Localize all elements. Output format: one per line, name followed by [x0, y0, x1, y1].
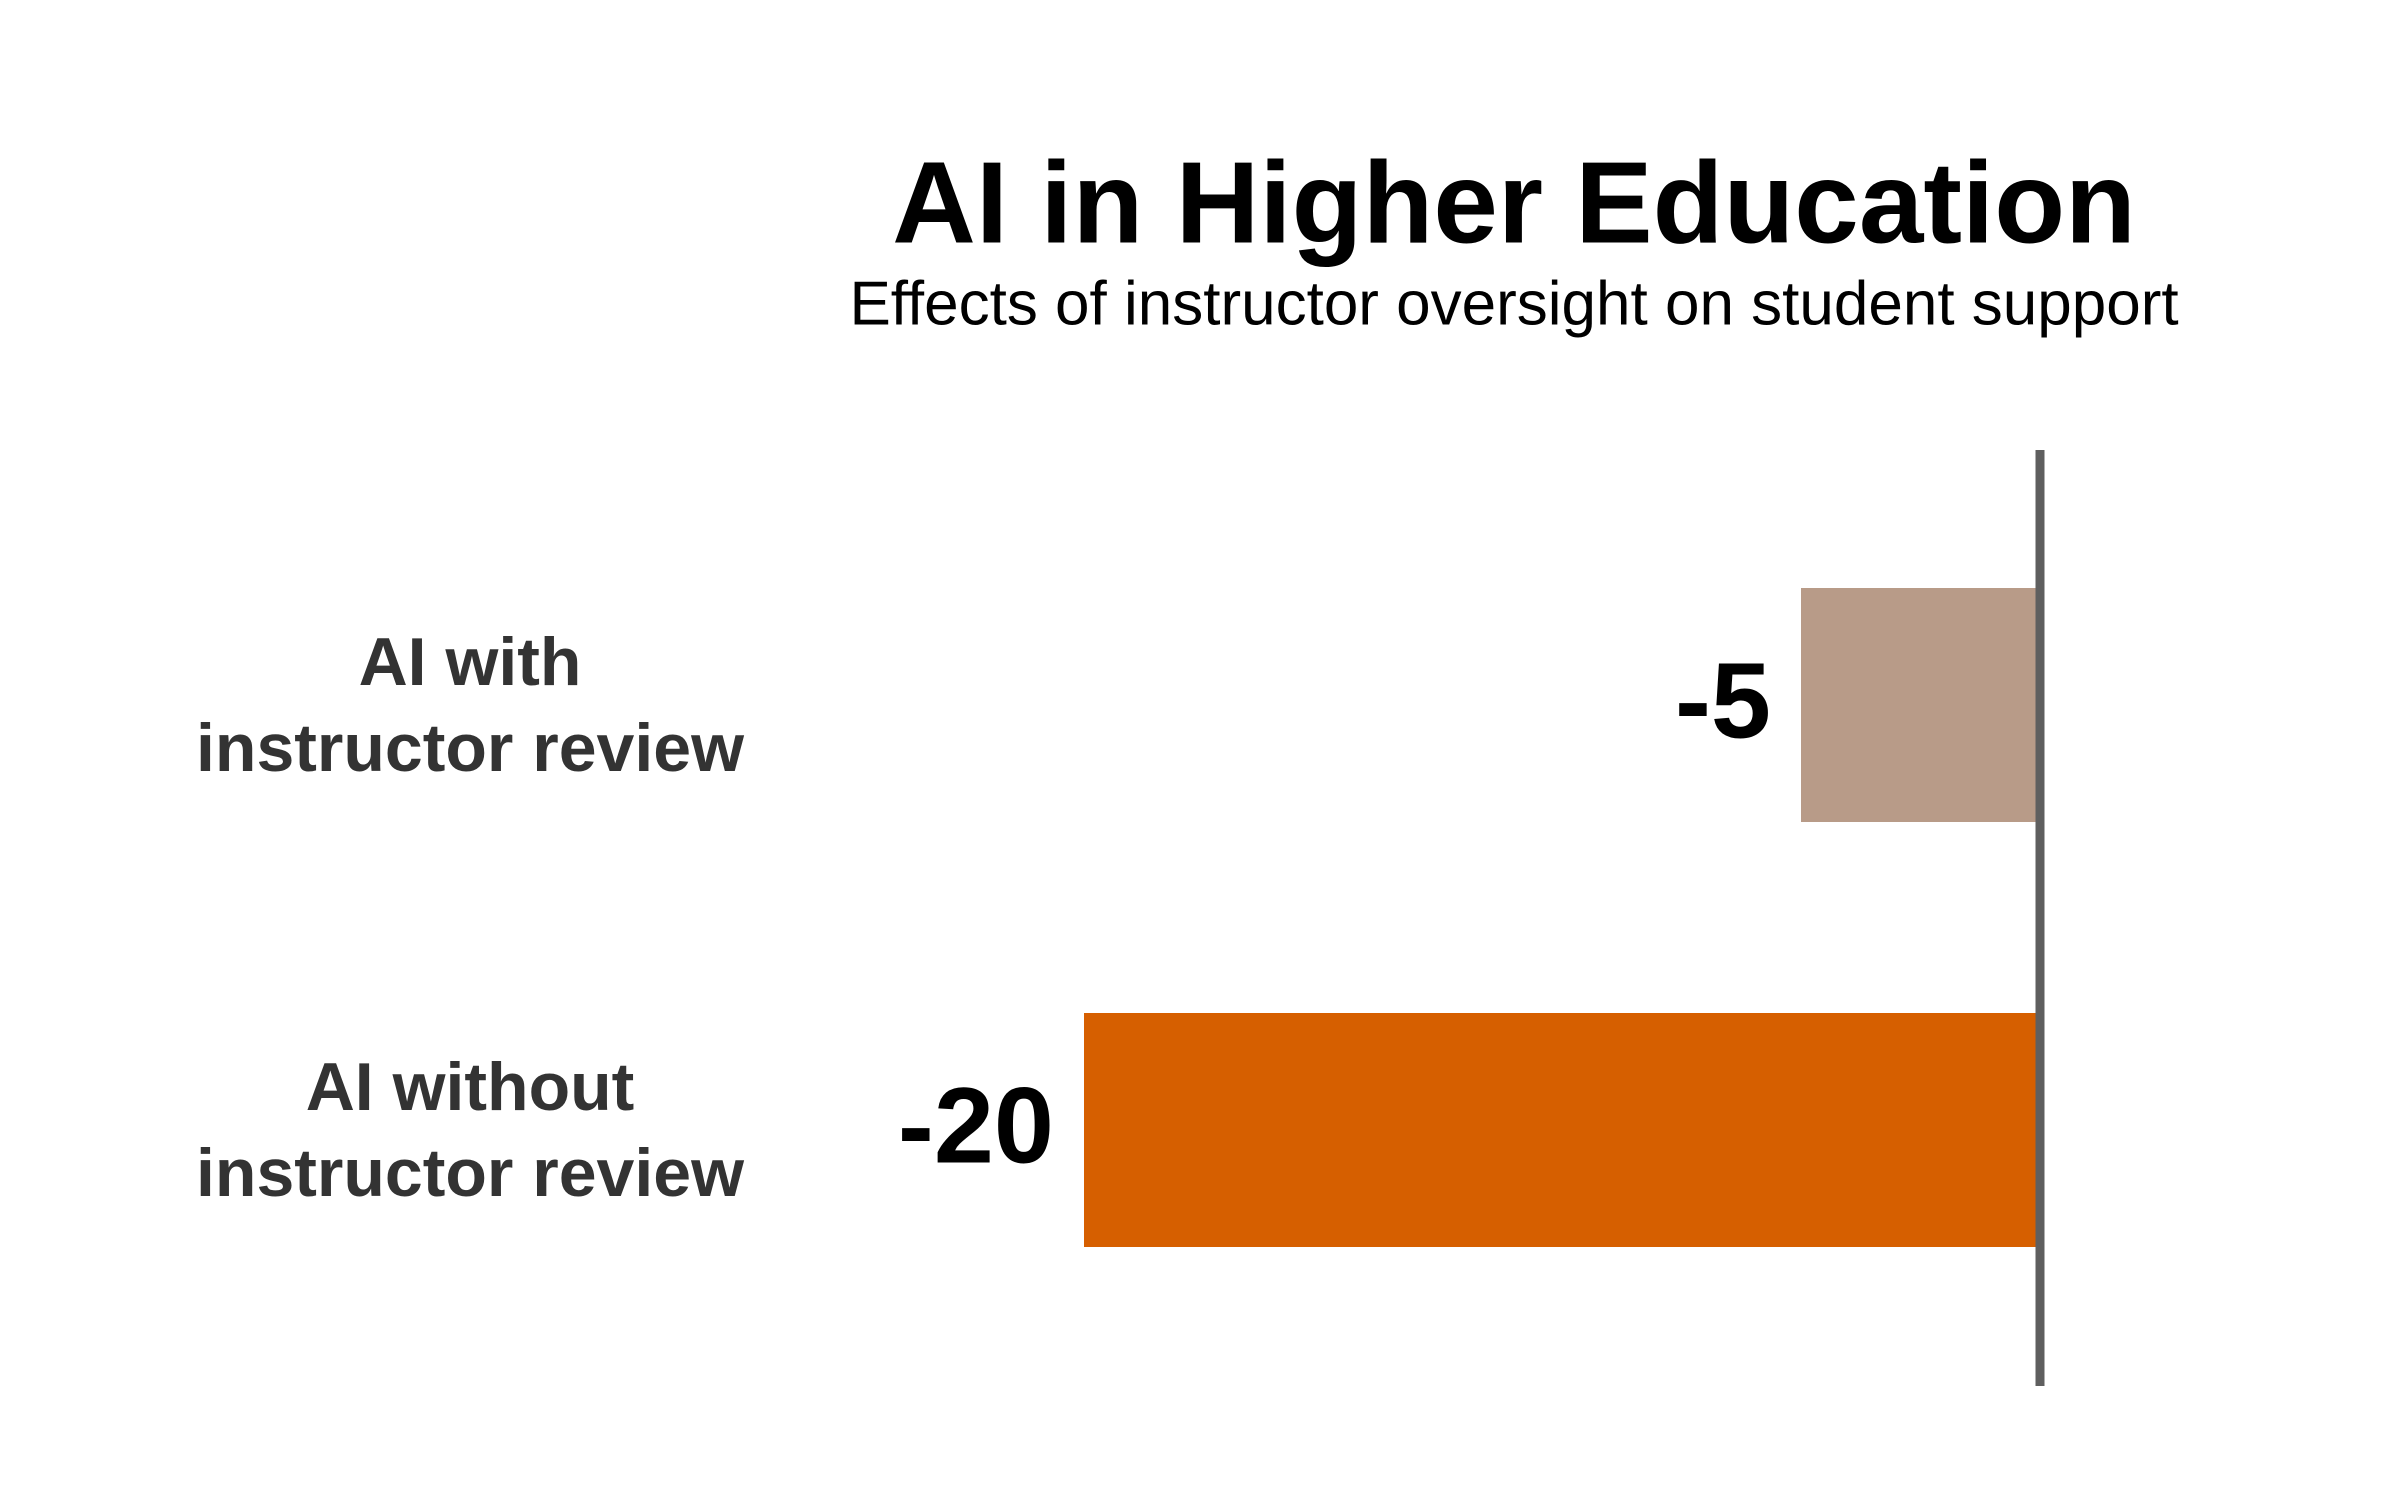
value-label: -20 [898, 1065, 1054, 1186]
category-label: AI with instructor review [196, 624, 744, 786]
chart-title: AI in Higher Education [892, 138, 2136, 268]
category-label: AI without instructor review [196, 1049, 744, 1211]
bar [1801, 588, 2040, 822]
chart-subtitle: Effects of instructor oversight on stude… [849, 269, 2178, 338]
value-label: -5 [1675, 640, 1771, 761]
bar [1084, 1013, 2040, 1247]
